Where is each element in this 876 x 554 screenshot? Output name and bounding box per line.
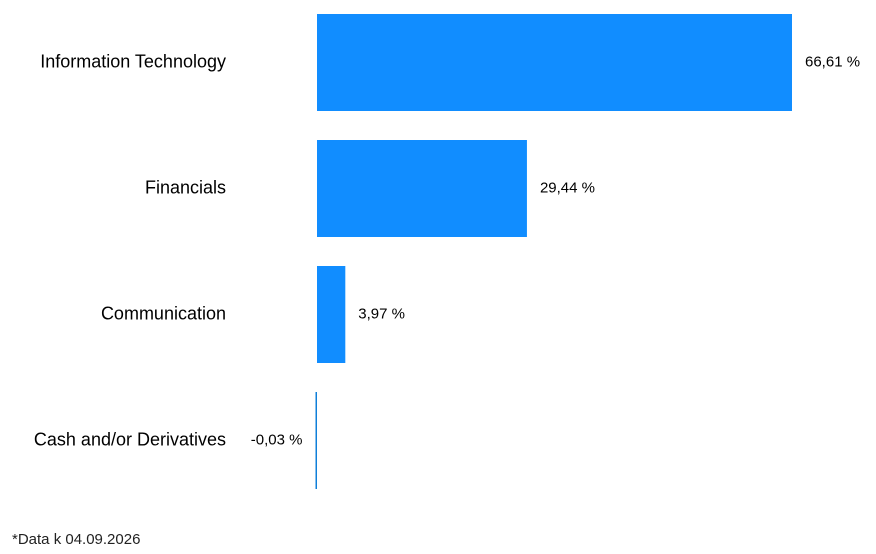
value-label: 29,44 % [540,179,595,196]
category-label: Cash and/or Derivatives [34,429,226,449]
value-label: -0,03 % [251,431,303,448]
bar[interactable] [315,392,318,489]
bar[interactable] [317,266,346,363]
category-label: Information Technology [40,51,226,71]
bar-chart: Information Technology 66,61 % Financials 2… [34,14,860,489]
footnote: *Data k 04.09.2026 [12,531,141,548]
value-label: 66,61 % [805,53,860,70]
bar[interactable] [317,14,792,111]
bar[interactable] [317,140,527,237]
value-label: 3,97 % [358,305,405,322]
category-label: Communication [101,303,226,323]
category-label: Financials [145,177,226,197]
